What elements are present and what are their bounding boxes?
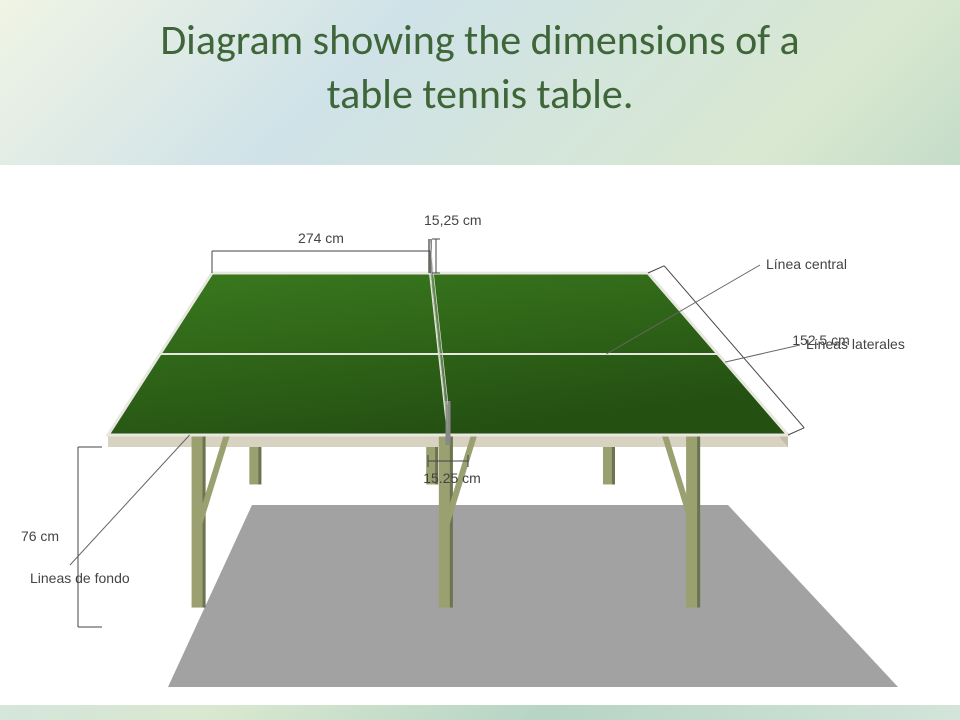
title-line-1: Diagram showing the dimensions of a	[160, 15, 799, 66]
diagram-area: 274 cm15,25 cm152.5 cm76 cm15.25 cmLínea…	[0, 165, 960, 705]
label-length: 274 cm	[298, 230, 344, 246]
leader-line	[70, 435, 190, 565]
table-leg-shade	[697, 428, 700, 608]
label-end-lines: Lineas de fondo	[30, 570, 130, 586]
title-line-2: table tennis table.	[327, 69, 634, 120]
label-height: 76 cm	[21, 528, 59, 544]
slide-title: Diagram showing the dimensions of a tabl…	[0, 0, 960, 122]
label-center-line: Línea central	[766, 256, 847, 272]
leader-line	[725, 345, 800, 362]
tennis-table-diagram: 274 cm15,25 cm152.5 cm76 cm15.25 cmLínea…	[0, 165, 960, 705]
table-shadow	[168, 505, 898, 687]
label-side-lines: Líneas laterales	[806, 336, 905, 352]
label-net-height: 15,25 cm	[424, 212, 482, 228]
label-net-overhang: 15.25 cm	[423, 470, 481, 486]
